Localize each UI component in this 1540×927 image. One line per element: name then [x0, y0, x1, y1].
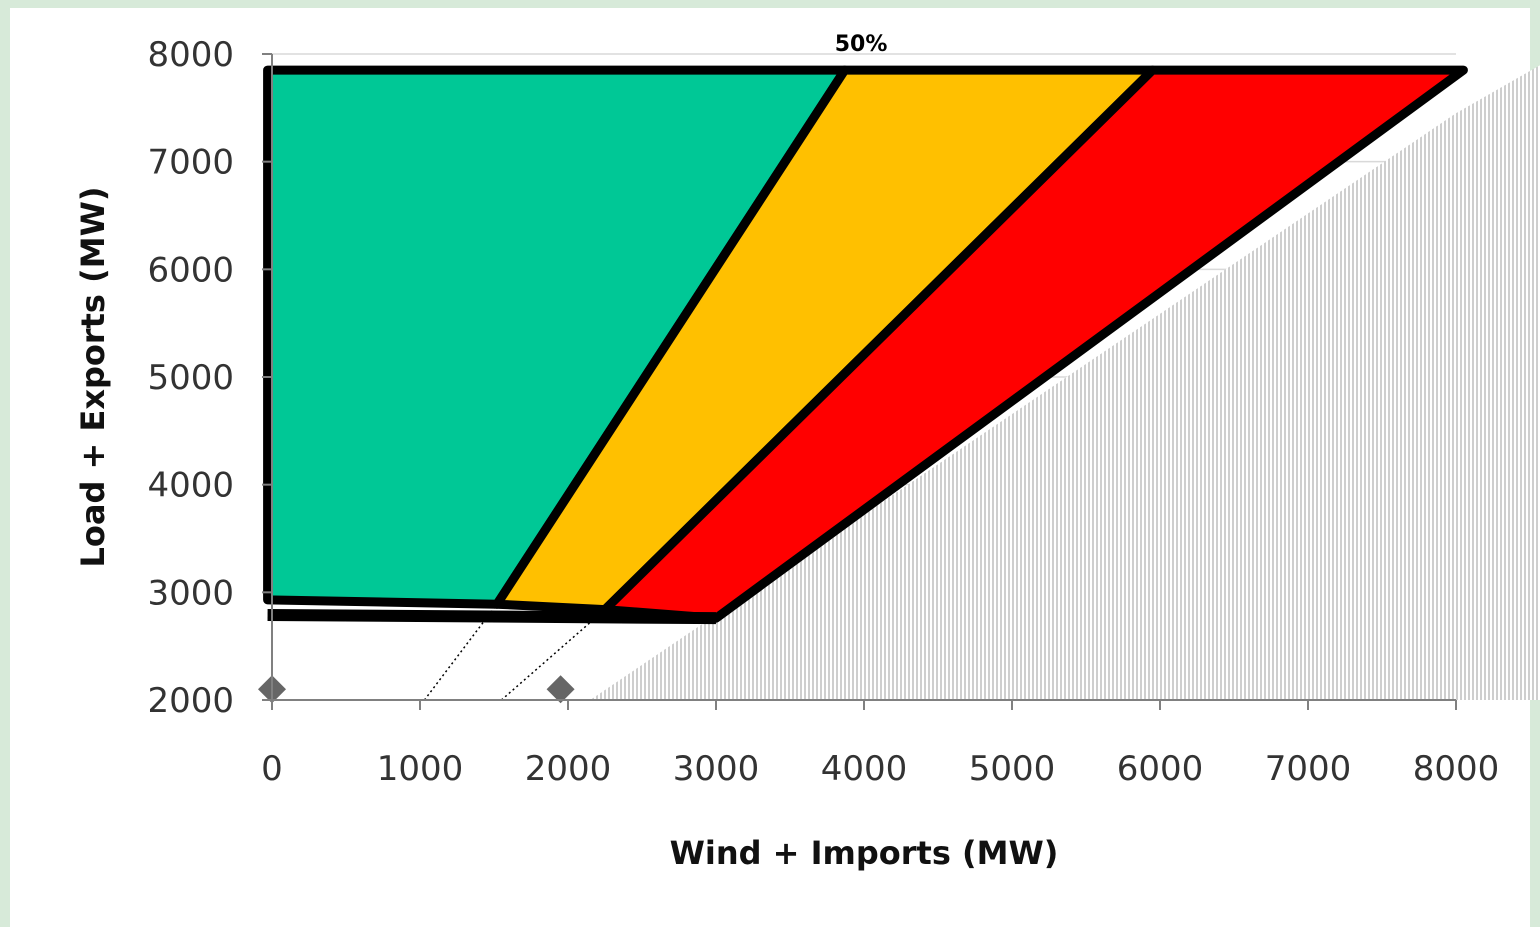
- x-tick-label: 1000: [377, 749, 464, 789]
- y-axis-title: Load + Exports (MW): [74, 186, 112, 567]
- data-point-1: [546, 675, 575, 704]
- region-layer: [263, 65, 1468, 625]
- y-tick-labels: 2000 3000 4000 5000 6000 7000 8000: [147, 35, 234, 721]
- y-tick-label: 4000: [147, 466, 234, 506]
- y-tick-label: 8000: [147, 35, 234, 75]
- y-tick-label: 3000: [147, 573, 234, 613]
- y-tick-label: 5000: [147, 358, 234, 398]
- x-tick-label: 2000: [525, 749, 612, 789]
- y-tick-label: 6000: [147, 250, 234, 290]
- dotted-line-layer: [423, 603, 606, 701]
- x-tick-label: 3000: [673, 749, 760, 789]
- region-red: [600, 65, 1468, 623]
- x-axis-title: Wind + Imports (MW): [670, 834, 1059, 872]
- x-tick-label: 5000: [969, 749, 1056, 789]
- infeasible-region-edge: [1456, 65, 1540, 700]
- x-tick-label: 0: [261, 749, 283, 789]
- x-tick-label: 7000: [1265, 749, 1352, 789]
- x-tick-label: 8000: [1413, 749, 1500, 789]
- dotted-line-0: [423, 603, 498, 701]
- x-tick-label: 4000: [821, 749, 908, 789]
- x-tick-label: 6000: [1117, 749, 1204, 789]
- annotation-50-percent: 50%: [835, 32, 888, 57]
- x-tick-labels: 0 1000 2000 3000 4000 5000 6000 7000 8000: [261, 749, 1499, 789]
- y-tick-label: 2000: [147, 681, 234, 721]
- region-bottom-edge: [267, 608, 717, 625]
- axes: [262, 53, 1457, 710]
- y-tick-label: 7000: [147, 143, 234, 183]
